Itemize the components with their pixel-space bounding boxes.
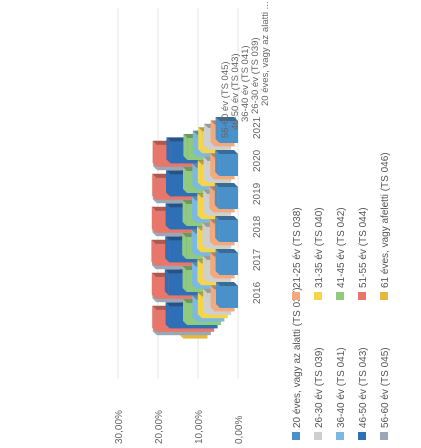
bar-top xyxy=(197,259,202,286)
bar-top xyxy=(151,239,156,266)
bar-top xyxy=(202,222,207,249)
legend-swatch xyxy=(314,292,322,300)
bar-top xyxy=(151,206,156,233)
bar-top xyxy=(182,200,187,226)
legend-label: 26-30 év (TS 039) xyxy=(314,347,325,428)
bar-top xyxy=(152,305,157,332)
legend-label: 31-35 év (TS 040) xyxy=(314,207,325,288)
bar-top xyxy=(203,288,208,315)
bar-top xyxy=(197,226,201,253)
legend-swatch xyxy=(380,292,388,300)
legend-swatch xyxy=(292,292,300,300)
legend-label: 61 éves, vagy afeletti (TS 046) xyxy=(380,152,391,288)
legend-label: 41-45 év (TS 042) xyxy=(336,207,347,288)
bar-top xyxy=(209,219,214,246)
bar-top xyxy=(192,262,196,289)
bar-top xyxy=(192,196,196,223)
legend-label: 20 éves, vagy az alatti (TS 037) xyxy=(292,287,303,428)
legend-swatch xyxy=(314,432,322,440)
legend-swatch xyxy=(380,432,388,440)
bar-top xyxy=(164,269,169,296)
y-tick-label: 30,00% xyxy=(114,410,125,444)
bar-top xyxy=(165,302,170,329)
category-label: 2017 xyxy=(252,248,263,271)
bar-top xyxy=(215,249,220,275)
bar-top xyxy=(210,153,215,180)
bar xyxy=(219,253,239,275)
bar-top xyxy=(204,123,208,150)
bar xyxy=(219,121,239,143)
legend-swatch xyxy=(336,432,344,440)
bar-top xyxy=(192,295,197,322)
y-tick-label: 10,00% xyxy=(194,410,205,444)
depth-axis-label: 26-30 év (TS 039) xyxy=(250,37,261,114)
category-label: 2019 xyxy=(252,182,263,205)
bar-top xyxy=(192,163,197,190)
legend-label: 36-40 év (TS 041) xyxy=(336,347,347,428)
bar-top xyxy=(166,137,171,164)
bar-top xyxy=(165,236,170,263)
bar-top xyxy=(216,282,220,308)
bar xyxy=(219,154,238,176)
category-label: 2020 xyxy=(252,149,263,172)
bar-top xyxy=(197,193,202,220)
bar-top xyxy=(197,160,202,187)
bar-top xyxy=(210,252,215,279)
bar-top xyxy=(202,255,207,282)
bar-top xyxy=(152,140,157,167)
category-label: 2021 xyxy=(252,116,263,139)
legend-swatch xyxy=(336,292,344,300)
bar-top xyxy=(152,173,157,200)
legend-swatch xyxy=(358,432,366,440)
bar-top xyxy=(215,216,220,242)
depth-axis-label: 56-60 év (TS 045) xyxy=(220,61,231,138)
bar-top xyxy=(151,272,156,299)
depth-axis-label: 36-40 év (TS 041) xyxy=(240,45,251,122)
legend-swatch xyxy=(358,292,366,300)
category-label: 2018 xyxy=(252,215,263,238)
bar-top xyxy=(183,167,187,193)
y-tick-label: 20,00% xyxy=(154,410,165,444)
bar-side xyxy=(215,117,238,121)
bar-side xyxy=(215,150,238,154)
bar-top xyxy=(203,156,208,183)
bar xyxy=(219,220,238,242)
bar-top xyxy=(203,189,208,216)
bar-side xyxy=(216,282,238,286)
depth-axis-label: 20 éves, vagy az alatti ... xyxy=(260,1,271,106)
bar-top xyxy=(215,150,220,176)
legend-swatch xyxy=(292,432,300,440)
bar-top xyxy=(165,203,170,230)
bar-side xyxy=(214,183,238,187)
bar-side xyxy=(215,249,238,253)
bar-top xyxy=(183,134,188,160)
bar-top xyxy=(192,130,197,157)
bar-side xyxy=(215,216,238,220)
bar xyxy=(220,286,238,308)
bar-top xyxy=(182,233,187,259)
bar-top xyxy=(210,285,215,312)
y-tick-label: 0,00% xyxy=(234,416,245,444)
bar-top xyxy=(197,292,202,319)
legend-label: 21-25 év (TS 038) xyxy=(292,207,303,288)
bar-top xyxy=(198,127,203,154)
bar-top xyxy=(182,266,187,292)
bar-top xyxy=(210,120,215,147)
category-label: 2016 xyxy=(252,281,263,304)
bar-top xyxy=(166,170,170,197)
bar-top xyxy=(183,299,187,325)
bar xyxy=(218,187,239,209)
legend-label: 56-60 év (TS 045) xyxy=(380,347,391,428)
legend-label: 51-55 év (TS 044) xyxy=(358,207,369,288)
bar-top xyxy=(209,186,214,213)
bar-top xyxy=(214,183,219,209)
bar-top xyxy=(215,117,220,143)
legend-label: 46-50 év (TS 043) xyxy=(358,347,369,428)
bar-top xyxy=(191,229,196,256)
depth-axis-label: 46-50 év (TS 043) xyxy=(230,53,241,130)
